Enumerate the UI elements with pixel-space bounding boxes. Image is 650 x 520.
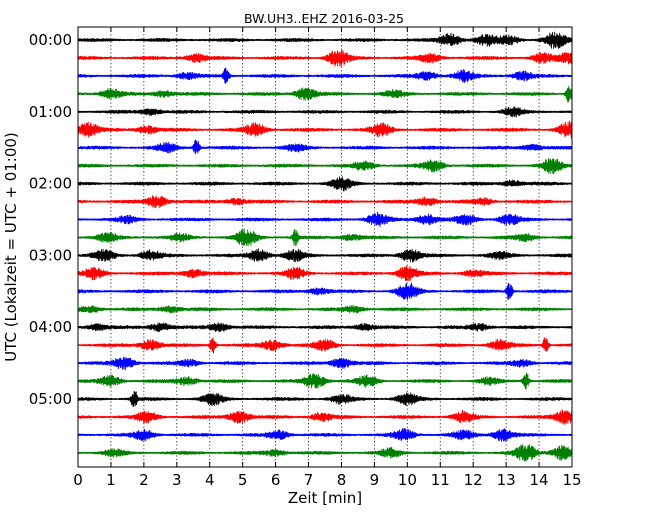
trace-line-0545 xyxy=(77,444,573,462)
x-tick-label: 1 xyxy=(106,471,116,489)
y-axis-label: UTC (Lokalzeit = UTC + 01:00) xyxy=(2,132,20,362)
trace-line-0145 xyxy=(77,158,573,175)
y-tick-label: 01:00 xyxy=(29,103,72,121)
x-tick-label: 15 xyxy=(562,471,581,489)
trace-line-0330 xyxy=(77,282,573,301)
trace-line-0015 xyxy=(77,49,573,67)
trace-line-0500 xyxy=(77,391,573,407)
trace-line-0430 xyxy=(77,356,573,371)
x-tick-label: 14 xyxy=(530,471,549,489)
x-tick-label: 12 xyxy=(464,471,483,489)
trace-line-0230 xyxy=(77,211,573,228)
axis-ticks: 0 1 2 3 4 5 6 7 8 9 10 11 12 13 14 1500:0001:0002:0003:… xyxy=(29,27,582,489)
trace-line-0345 xyxy=(77,304,573,314)
x-tick-label: 13 xyxy=(497,471,516,489)
chart-title: BW.UH3..EHZ 2016-03-25 xyxy=(244,11,404,26)
x-tick-label: 5 xyxy=(238,471,248,489)
trace-line-0130 xyxy=(77,139,573,155)
x-tick-label: 8 xyxy=(337,471,347,489)
trace-line-0445 xyxy=(77,372,573,390)
x-tick-label: 3 xyxy=(172,471,182,489)
plot-frame xyxy=(77,26,573,468)
trace-line-0200 xyxy=(77,176,573,192)
trace-line-0215 xyxy=(77,195,573,209)
x-tick-label: 4 xyxy=(205,471,215,489)
y-tick-label: 00:00 xyxy=(29,31,72,49)
x-tick-label: 0 xyxy=(73,471,83,489)
x-tick-label: 6 xyxy=(271,471,281,489)
trace-line-0245 xyxy=(77,228,573,247)
time-grid xyxy=(110,27,540,467)
x-tick-label: 9 xyxy=(370,471,380,489)
y-tick-label: 04:00 xyxy=(29,318,72,336)
trace-line-0030 xyxy=(77,67,573,84)
x-tick-label: 7 xyxy=(304,471,314,489)
seismic-traces xyxy=(77,31,573,462)
trace-line-0415 xyxy=(77,337,573,354)
x-axis-label: Zeit [min] xyxy=(288,489,362,507)
x-tick-label: 2 xyxy=(139,471,149,489)
trace-line-0100 xyxy=(77,106,573,118)
trace-line-0315 xyxy=(77,265,573,282)
trace-line-0530 xyxy=(77,428,573,442)
trace-line-0115 xyxy=(77,120,573,139)
y-tick-label: 03:00 xyxy=(29,246,72,264)
trace-line-0045 xyxy=(77,85,573,103)
y-tick-label: 02:00 xyxy=(29,175,72,193)
y-tick-label: 05:00 xyxy=(29,390,72,408)
trace-line-0000 xyxy=(77,31,573,49)
trace-line-0400 xyxy=(77,322,573,333)
trace-line-0515 xyxy=(77,409,573,425)
trace-line-0300 xyxy=(77,248,573,263)
x-tick-label: 11 xyxy=(431,471,450,489)
x-tick-label: 10 xyxy=(398,471,417,489)
